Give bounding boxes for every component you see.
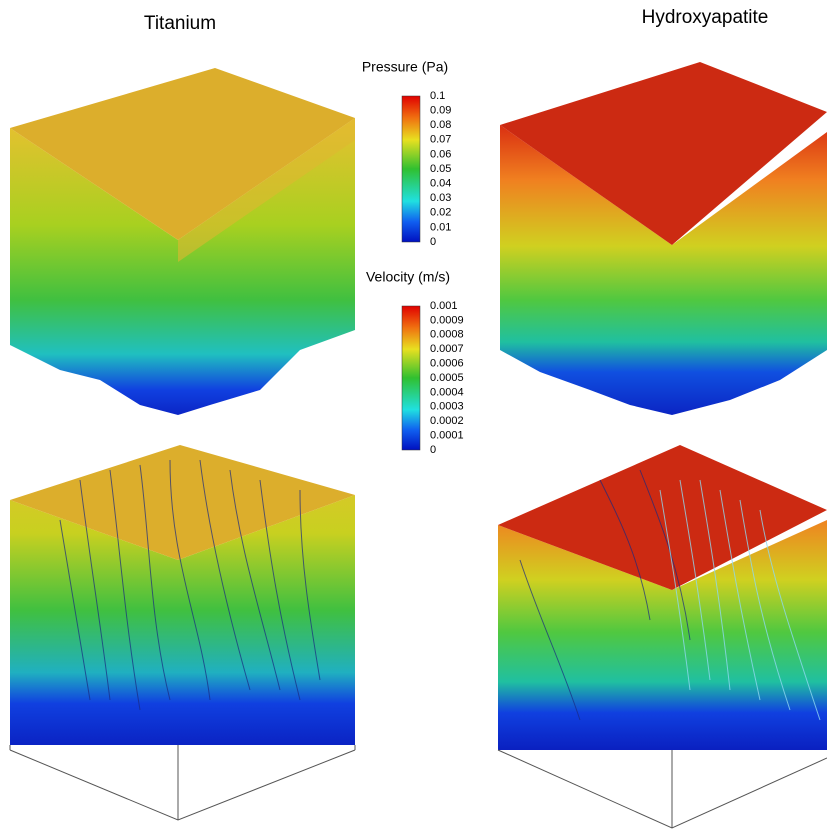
legend-label: 0 <box>430 236 436 248</box>
legend-label: 0.0002 <box>430 415 464 427</box>
legend-title: Pressure (Pa) <box>362 59 448 75</box>
legend-title: Velocity (m/s) <box>366 269 450 285</box>
legend-label: 0.09 <box>430 105 451 117</box>
panel-title: Titanium <box>144 13 216 34</box>
legend-label: 0.0004 <box>430 386 464 398</box>
legend-label: 0.06 <box>430 148 451 160</box>
legend-label: 0.0009 <box>430 314 464 326</box>
titanium-velocity-render <box>10 445 355 820</box>
colorbar <box>402 306 420 450</box>
legend-label: 0.01 <box>430 221 451 233</box>
legend-label: 0.0007 <box>430 343 464 355</box>
panel-title: Hydroxyapatite <box>642 7 769 28</box>
legend-label: 0.04 <box>430 178 451 190</box>
legend-label: 0 <box>430 444 436 456</box>
legend-label: 0.0006 <box>430 358 464 370</box>
legend-label: 0.02 <box>430 207 451 219</box>
legend-label: 0.0001 <box>430 430 464 442</box>
figure: Titanium Hydroxyapatite Pressure (Pa) <box>0 0 827 830</box>
hydroxyapatite-velocity-render <box>498 445 827 828</box>
legend-label: 0.0003 <box>430 401 464 413</box>
hydroxyapatite-pressure-render <box>500 62 827 415</box>
legend-label: 0.1 <box>430 90 445 102</box>
legend-label: 0.05 <box>430 163 451 175</box>
legend-label: 0.07 <box>430 134 451 146</box>
legend-label: 0.03 <box>430 192 451 204</box>
colorbar <box>402 96 420 242</box>
titanium-pressure-render <box>10 68 355 415</box>
legend-label: 0.08 <box>430 119 451 131</box>
legend-label: 0.0008 <box>430 329 464 341</box>
legend-label: 0.0005 <box>430 372 464 384</box>
legend-label: 0.001 <box>430 300 458 312</box>
